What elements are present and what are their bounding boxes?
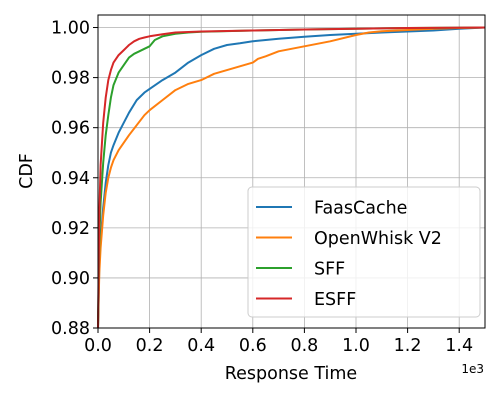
series-line-openwhisk-v2 [97,26,486,329]
y-tick-label: 0.92 [51,219,90,239]
y-tick-label: 0.94 [51,169,90,189]
axis-ticks: 0.0 0.2 0.4 0.6 0.8 1.0 1.2 1.4 0.88 0.90 0.92 0.94… [51,19,473,356]
y-axis-label: CDF [17,153,37,189]
series-lines [97,26,486,329]
y-tick-label: 0.98 [51,69,90,89]
x-tick-label: 1.0 [342,336,370,356]
x-tick-label: 1.2 [394,336,422,356]
legend-label-openwhisk-v2: OpenWhisk V2 [314,229,442,249]
x-tick-label: 0.6 [239,336,267,356]
y-tick-label: 0.90 [51,269,90,289]
x-tick-label: 0.4 [187,336,215,356]
x-axis-offset-label: 1e3 [461,362,484,376]
legend-label-faascache: FaasCache [314,199,407,219]
legend-box [247,186,481,318]
x-tick-label: 0.0 [84,336,112,356]
y-tick-label: 0.88 [51,319,90,339]
legend-label-sff: SFF [314,260,345,280]
x-axis-label: Response Time [225,364,357,384]
legend-label-esff: ESFF [314,290,356,310]
legend: FaasCache OpenWhisk V2 SFF ESFF [247,186,481,318]
y-tick-label: 1.00 [51,19,90,39]
x-tick-label: 0.8 [290,336,318,356]
plot-frame [97,14,486,329]
series-line-esff [97,26,486,329]
y-tick-label: 0.96 [51,119,90,139]
x-tick-label: 0.2 [136,336,164,356]
series-line-faascache [97,26,486,329]
legend-entries: FaasCache OpenWhisk V2 SFF ESFF [256,199,442,310]
x-tick-label: 1.4 [445,336,473,356]
